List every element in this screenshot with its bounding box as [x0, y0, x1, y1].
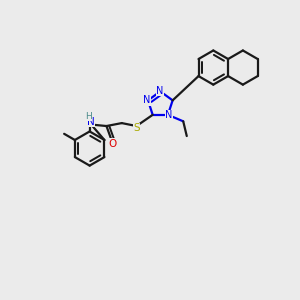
Text: N: N: [87, 117, 94, 127]
Text: N: N: [156, 86, 164, 96]
Text: O: O: [108, 139, 116, 149]
Text: S: S: [133, 123, 140, 134]
Text: N: N: [143, 95, 151, 105]
Text: N: N: [165, 110, 172, 120]
Text: H: H: [85, 112, 92, 121]
